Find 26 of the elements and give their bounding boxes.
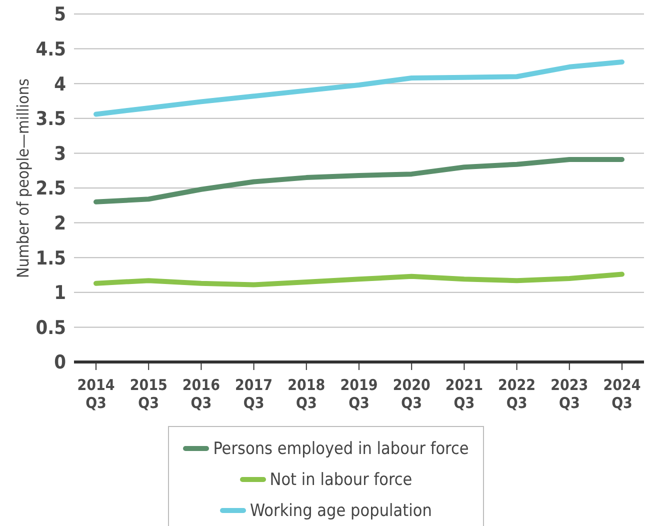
x-tick-label: 2019 Q3 xyxy=(340,376,378,412)
y-tick-label: 2 xyxy=(54,212,66,235)
x-tick-label: 2016 Q3 xyxy=(182,376,220,412)
x-tick-label: 2020 Q3 xyxy=(392,376,430,412)
x-tick-label: 2014 Q3 xyxy=(77,376,115,412)
legend-label: Persons employed in labour force xyxy=(213,438,469,458)
y-tick-label: 4.5 xyxy=(36,38,66,61)
y-tick-label: 3 xyxy=(54,142,66,165)
legend-label: Working age population xyxy=(250,500,432,520)
x-tick-label: 2015 Q3 xyxy=(130,376,168,412)
y-tick-label: 3.5 xyxy=(36,108,66,130)
x-tick-label: 2018 Q3 xyxy=(288,376,326,412)
x-tick-label: 2024 Q3 xyxy=(603,376,641,412)
y-tick-label: 1 xyxy=(54,282,66,304)
x-tick-label: 2022 Q3 xyxy=(498,376,536,412)
legend-label: Not in labour force xyxy=(270,470,412,490)
y-tick-label: 4 xyxy=(54,73,66,96)
y-tick-label: 5 xyxy=(54,4,66,26)
x-tick-label: 2017 Q3 xyxy=(235,376,273,412)
y-tick-label: 0 xyxy=(54,352,66,374)
x-tick-label: 2023 Q3 xyxy=(550,376,588,412)
y-tick-label: 0.5 xyxy=(36,316,66,339)
y-tick-label: 1.5 xyxy=(36,247,66,270)
y-axis-title: Number of people—millions xyxy=(14,78,33,278)
x-tick-label: 2021 Q3 xyxy=(445,376,483,412)
y-tick-label: 2.5 xyxy=(36,178,66,200)
